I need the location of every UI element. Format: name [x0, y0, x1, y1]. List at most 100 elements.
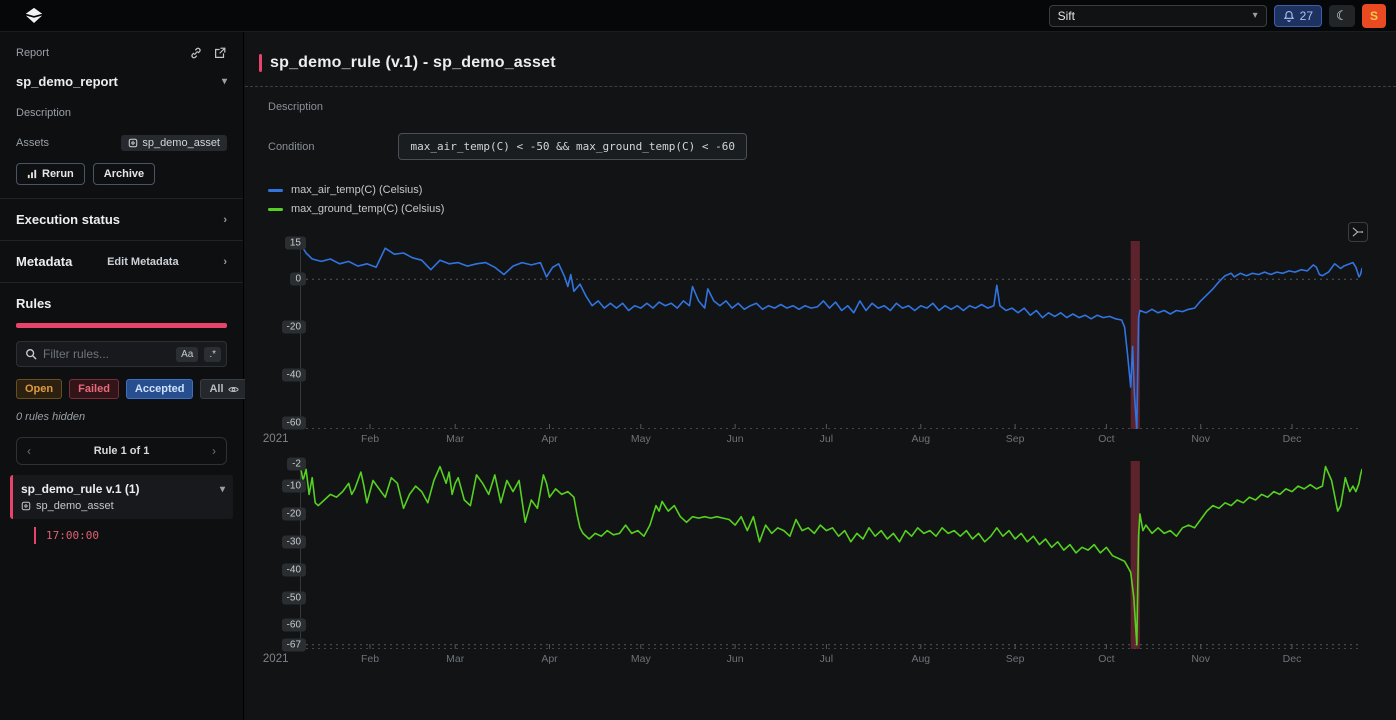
series-line — [300, 242, 1362, 429]
sift-logo[interactable] — [24, 7, 44, 25]
ground-temp-chart[interactable] — [300, 461, 1362, 649]
match-case-toggle[interactable]: Aa — [176, 346, 199, 362]
y-tick-chip: -30 — [281, 535, 306, 549]
filter-rules-input[interactable] — [43, 347, 171, 361]
rules-hidden-note: 0 rules hidden — [16, 411, 86, 423]
divider — [0, 240, 243, 241]
rerun-button[interactable]: Rerun — [16, 163, 85, 185]
asset-badge[interactable]: sp_demo_asset — [121, 135, 227, 151]
y-tick-chip: -40 — [281, 563, 306, 577]
x-tick-label: Feb — [360, 653, 380, 665]
filter-chip-all[interactable]: All — [200, 379, 248, 399]
x-tick-label: Sep — [1005, 433, 1025, 445]
y-tick-chip: -60 — [281, 416, 306, 430]
y-tick-chip: -10 — [281, 479, 306, 493]
moon-icon: ☾ — [1336, 7, 1348, 23]
chevron-right-icon[interactable]: › — [212, 444, 216, 458]
regex-toggle[interactable]: .* — [204, 346, 221, 362]
notifications-button[interactable]: 27 — [1273, 4, 1322, 27]
y-tick-chip: 0 — [290, 272, 306, 286]
chevron-down-icon: ▾ — [219, 483, 225, 495]
x-tick-label: Apr — [541, 433, 558, 445]
y-tick-chip: -40 — [281, 368, 306, 382]
top-bar: Sift ▾ 27 ☾ S — [0, 0, 1396, 32]
rule-pager: ‹ Rule 1 of 1 › — [16, 437, 227, 465]
divider — [245, 86, 1396, 87]
x-tick-label: May — [630, 653, 651, 665]
chevron-right-icon: › — [223, 255, 227, 268]
archive-button[interactable]: Archive — [92, 163, 156, 185]
x-tick-label: Dec — [1282, 433, 1302, 445]
rule-list-item[interactable]: sp_demo_rule v.1 (1) ▾ sp_demo_asset — [10, 475, 233, 519]
x-tick-label: Mar — [446, 433, 465, 445]
series-line — [300, 462, 1362, 646]
rule-pager-text: Rule 1 of 1 — [93, 445, 150, 457]
filter-chip-failed[interactable]: Failed — [69, 379, 119, 399]
merge-axes-button[interactable] — [1348, 222, 1368, 242]
x-tick-label: Mar — [446, 653, 465, 665]
description-label: Description — [16, 107, 72, 119]
y-tick-chip: -50 — [281, 591, 306, 604]
report-name: sp_demo_report — [16, 74, 118, 89]
x-axis-year-label: 2021 — [262, 653, 289, 665]
condition-label: Condition — [268, 140, 315, 153]
bar-chart-icon — [27, 169, 37, 179]
x-axis-year-label: 2021 — [262, 433, 289, 445]
x-tick-label: May — [630, 433, 651, 445]
x-tick-label: Dec — [1282, 653, 1302, 665]
title-accent-bar — [259, 54, 262, 72]
divider — [0, 282, 243, 283]
external-link-icon[interactable] — [213, 46, 227, 60]
ground-temp-y-axis: -2 -10 -20 -30 -40 -50 -60 -67 — [259, 457, 306, 652]
filter-chip-open[interactable]: Open — [16, 379, 63, 399]
rules-status-bar — [16, 323, 227, 328]
chart-legend: max_air_temp(C) (Celsius) max_ground_tem… — [268, 184, 1396, 215]
chevron-left-icon[interactable]: ‹ — [27, 444, 31, 458]
air-temp-x-axis: 2021 Feb Mar Apr May Jun Jul Aug Sep Oct Nov Dec — [263, 431, 1362, 447]
rules-section-header: Rules — [16, 296, 52, 311]
air-temp-swatch — [268, 188, 283, 192]
divider — [0, 198, 243, 199]
notification-count: 27 — [1299, 8, 1313, 23]
condition-expression: max_air_temp(C) < -50 && max_ground_temp… — [398, 133, 747, 160]
page-title: sp_demo_rule (v.1) - sp_demo_asset — [270, 54, 556, 71]
link-icon[interactable] — [189, 46, 203, 60]
workspace-select[interactable]: Sift ▾ — [1048, 4, 1267, 27]
metadata-section[interactable]: Metadata Edit Metadata › — [16, 254, 227, 269]
bell-icon — [1283, 10, 1294, 22]
y-tick-chip: -2 — [287, 457, 306, 471]
filter-chip-accepted[interactable]: Accepted — [125, 379, 194, 399]
rule-title: sp_demo_rule v.1 (1) — [21, 482, 140, 496]
chevron-down-icon: ▾ — [1252, 10, 1258, 21]
edit-metadata-link[interactable]: Edit Metadata — [107, 255, 179, 268]
air-temp-chart-row: 15 0 -20 -40 -60 2021 Feb Mar Apr May Jun Jul Aug Se… — [259, 236, 1396, 447]
ground-temp-chart-row: -2 -10 -20 -30 -40 -50 -60 -67 2021 Feb Mar Apr May… — [259, 457, 1396, 667]
sidebar: Report sp_demo_report ▾ Description Asse… — [0, 32, 248, 720]
report-label: Report — [16, 47, 50, 59]
y-tick-chip: 15 — [284, 236, 306, 250]
merge-axes-icon — [1352, 227, 1364, 237]
execution-status-section[interactable]: Execution status › — [16, 212, 227, 227]
avatar-initial: S — [1369, 8, 1378, 23]
x-tick-label: Aug — [911, 653, 931, 665]
x-tick-label: Oct — [1098, 433, 1115, 445]
y-tick-chip: -20 — [281, 507, 306, 521]
assets-label: Assets — [16, 137, 50, 149]
eye-icon — [227, 386, 239, 392]
workspace-select-value: Sift — [1057, 8, 1075, 23]
legend-item-air-temp[interactable]: max_air_temp(C) (Celsius) — [268, 184, 1396, 196]
y-tick-chip: -20 — [281, 320, 306, 334]
x-tick-label: Nov — [1191, 433, 1211, 445]
avatar[interactable]: S — [1362, 3, 1386, 28]
y-tick-chip: -60 — [281, 618, 306, 632]
x-tick-label: Sep — [1005, 653, 1025, 665]
description-label: Description — [268, 101, 324, 113]
asset-icon — [129, 138, 138, 148]
report-name-select[interactable]: sp_demo_report ▾ — [16, 74, 227, 89]
theme-toggle-button[interactable]: ☾ — [1329, 4, 1355, 27]
legend-item-ground-temp[interactable]: max_ground_temp(C) (Celsius) — [268, 203, 1396, 215]
air-temp-chart[interactable] — [300, 241, 1362, 429]
rule-violation-time[interactable]: 17:00:00 — [34, 527, 227, 544]
x-tick-label: Oct — [1098, 653, 1115, 665]
rule-asset-name: sp_demo_asset — [36, 500, 114, 512]
